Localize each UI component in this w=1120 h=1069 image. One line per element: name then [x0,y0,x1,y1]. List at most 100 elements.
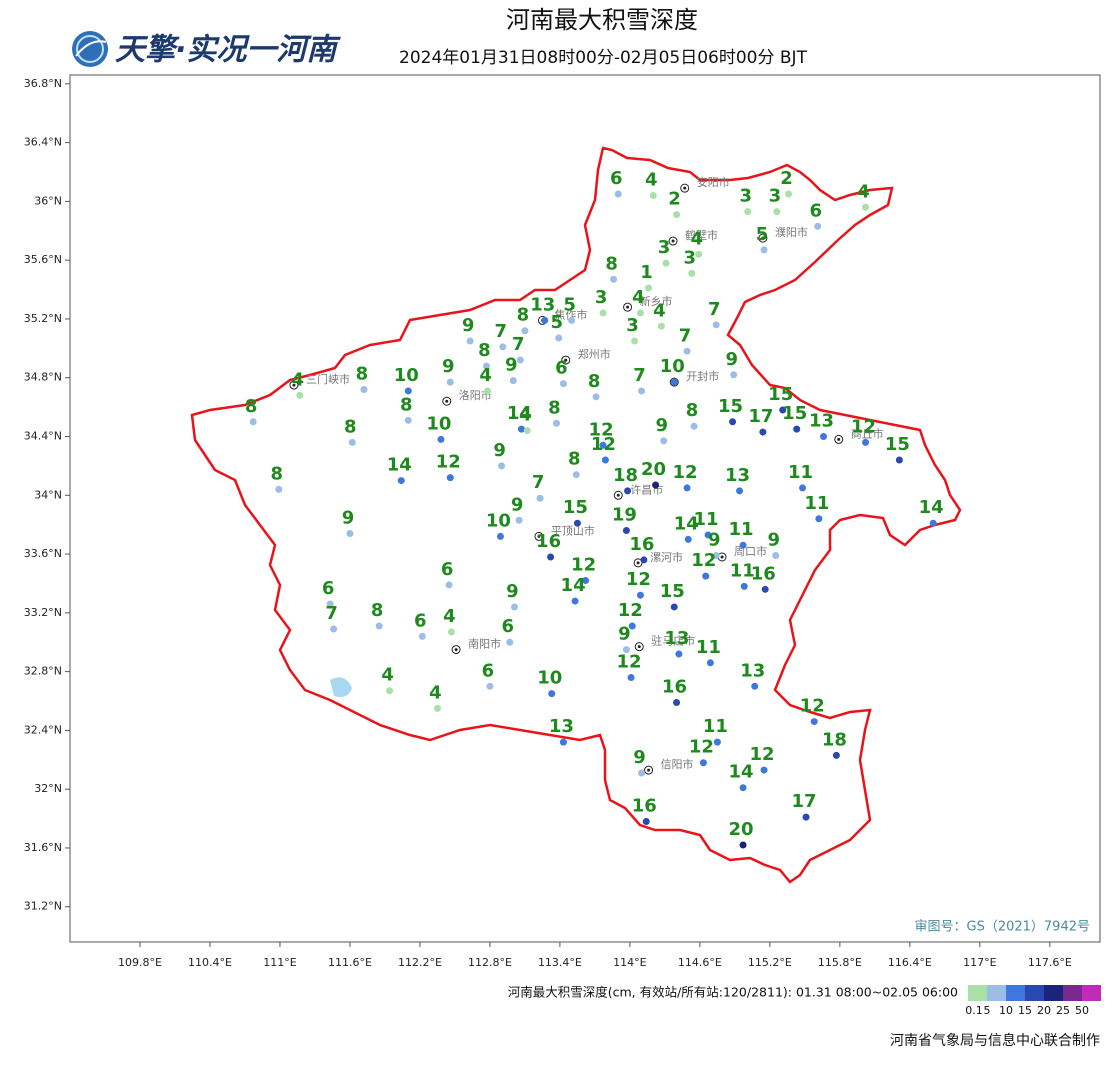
legend-swatch [1044,985,1063,1001]
station-dot [645,284,653,292]
station-value: 5 [756,224,769,245]
y-tick-label: 33.2°N [24,606,62,619]
station-dot [799,484,807,492]
station-value: 3 [658,237,671,258]
x-tick-label: 111.6°E [328,956,372,969]
station-dot [683,347,691,355]
station-dot [862,203,870,211]
station-dot [739,784,747,792]
station-dot [785,190,793,198]
station-value: 20 [729,819,754,840]
station-dot [614,190,622,198]
y-tick-label: 32°N [34,782,62,795]
station-value: 12 [691,550,716,571]
station-value: 10 [486,510,511,531]
review-number: 审图号：GS（2021）7942号 [915,920,1091,935]
station-dot [445,581,453,589]
station-value: 12 [591,434,616,455]
x-tick-label: 109.8°E [118,956,162,969]
station-value: 8 [344,416,357,437]
station-value: 8 [271,463,284,484]
station-value: 13 [809,410,834,431]
station-dot [832,751,840,759]
station-dot [810,718,818,726]
station-value: 12 [626,569,651,590]
city-marker-dot [761,236,765,240]
station-value: 7 [325,603,338,624]
legend: 0.1 5 10 15 20 25 50 [965,985,1101,1017]
station-value: 6 [482,660,495,681]
station-dot [739,841,747,849]
station-value: 4 [292,369,305,390]
legend-caption: 河南最大积雪深度(cm, 有效站/所有站:120/2811): 01.31 08… [508,985,958,1000]
city-label: 濮阳市 [775,225,808,239]
station-dot [404,416,412,424]
station-value: 6 [555,358,568,379]
station-value: 8 [686,400,699,421]
station-value: 9 [493,440,506,461]
station-value: 17 [748,406,773,427]
station-value: 9 [618,624,631,645]
legend-swatch [1082,985,1101,1001]
station-value: 15 [782,403,807,424]
station-dot [673,211,681,219]
legend-bound-label: 25 [1056,1004,1070,1017]
x-tick-label: 110.4°E [188,956,232,969]
city-label: 安阳市 [697,175,730,189]
city-marker-dot [637,645,641,649]
station-value: 11 [703,716,728,737]
city-label: 信阳市 [661,757,694,771]
station-value: 9 [342,507,355,528]
station-dot [622,527,630,535]
station-value: 12 [589,419,614,440]
station-value: 15 [660,581,685,602]
station-value: 12 [571,555,596,576]
station-value: 11 [804,493,829,514]
legend-swatch [1063,985,1082,1001]
station-value: 4 [479,365,492,386]
station-value: 11 [730,560,755,581]
station-dot [466,337,474,345]
city-marker-dot [671,239,675,243]
station-value: 4 [653,300,666,321]
station-dot [484,387,492,395]
station-value: 10 [394,365,419,386]
station-value: 13 [740,660,765,681]
logo-text: 天擎·实况一河南 [115,33,341,68]
station-value: 10 [426,413,451,434]
legend-bound-label: 0.1 [965,1004,983,1017]
station-dot [571,597,579,605]
city-label: 三门峡市 [306,372,350,386]
station-value: 11 [729,519,754,540]
station-dot [624,487,632,495]
station-dot [599,309,607,317]
station-dot [296,391,304,399]
station-value: 9 [442,356,455,377]
station-value: 16 [629,534,654,555]
legend-swatch [1006,985,1025,1001]
city-marker-dot [445,399,449,403]
station-dot [862,438,870,446]
station-dot [695,250,703,258]
station-value: 3 [683,247,696,268]
station-value: 10 [537,668,562,689]
province-boundary [190,146,962,884]
station-value: 13 [530,294,555,315]
station-value: 3 [595,287,608,308]
station-value: 10 [660,356,685,377]
station-dot [712,321,720,329]
station-value: 15 [885,434,910,455]
station-value: 12 [673,462,698,483]
station-dot [582,577,590,585]
station-value: 15 [718,396,743,417]
station-dot [660,437,668,445]
station-value: 2 [668,189,681,210]
station-value: 3 [769,186,782,207]
y-tick-label: 35.2°N [24,312,62,325]
station-dot [516,356,524,364]
station-dot [418,632,426,640]
city-label: 焦作市 [554,307,587,321]
station-value: 12 [618,600,643,621]
